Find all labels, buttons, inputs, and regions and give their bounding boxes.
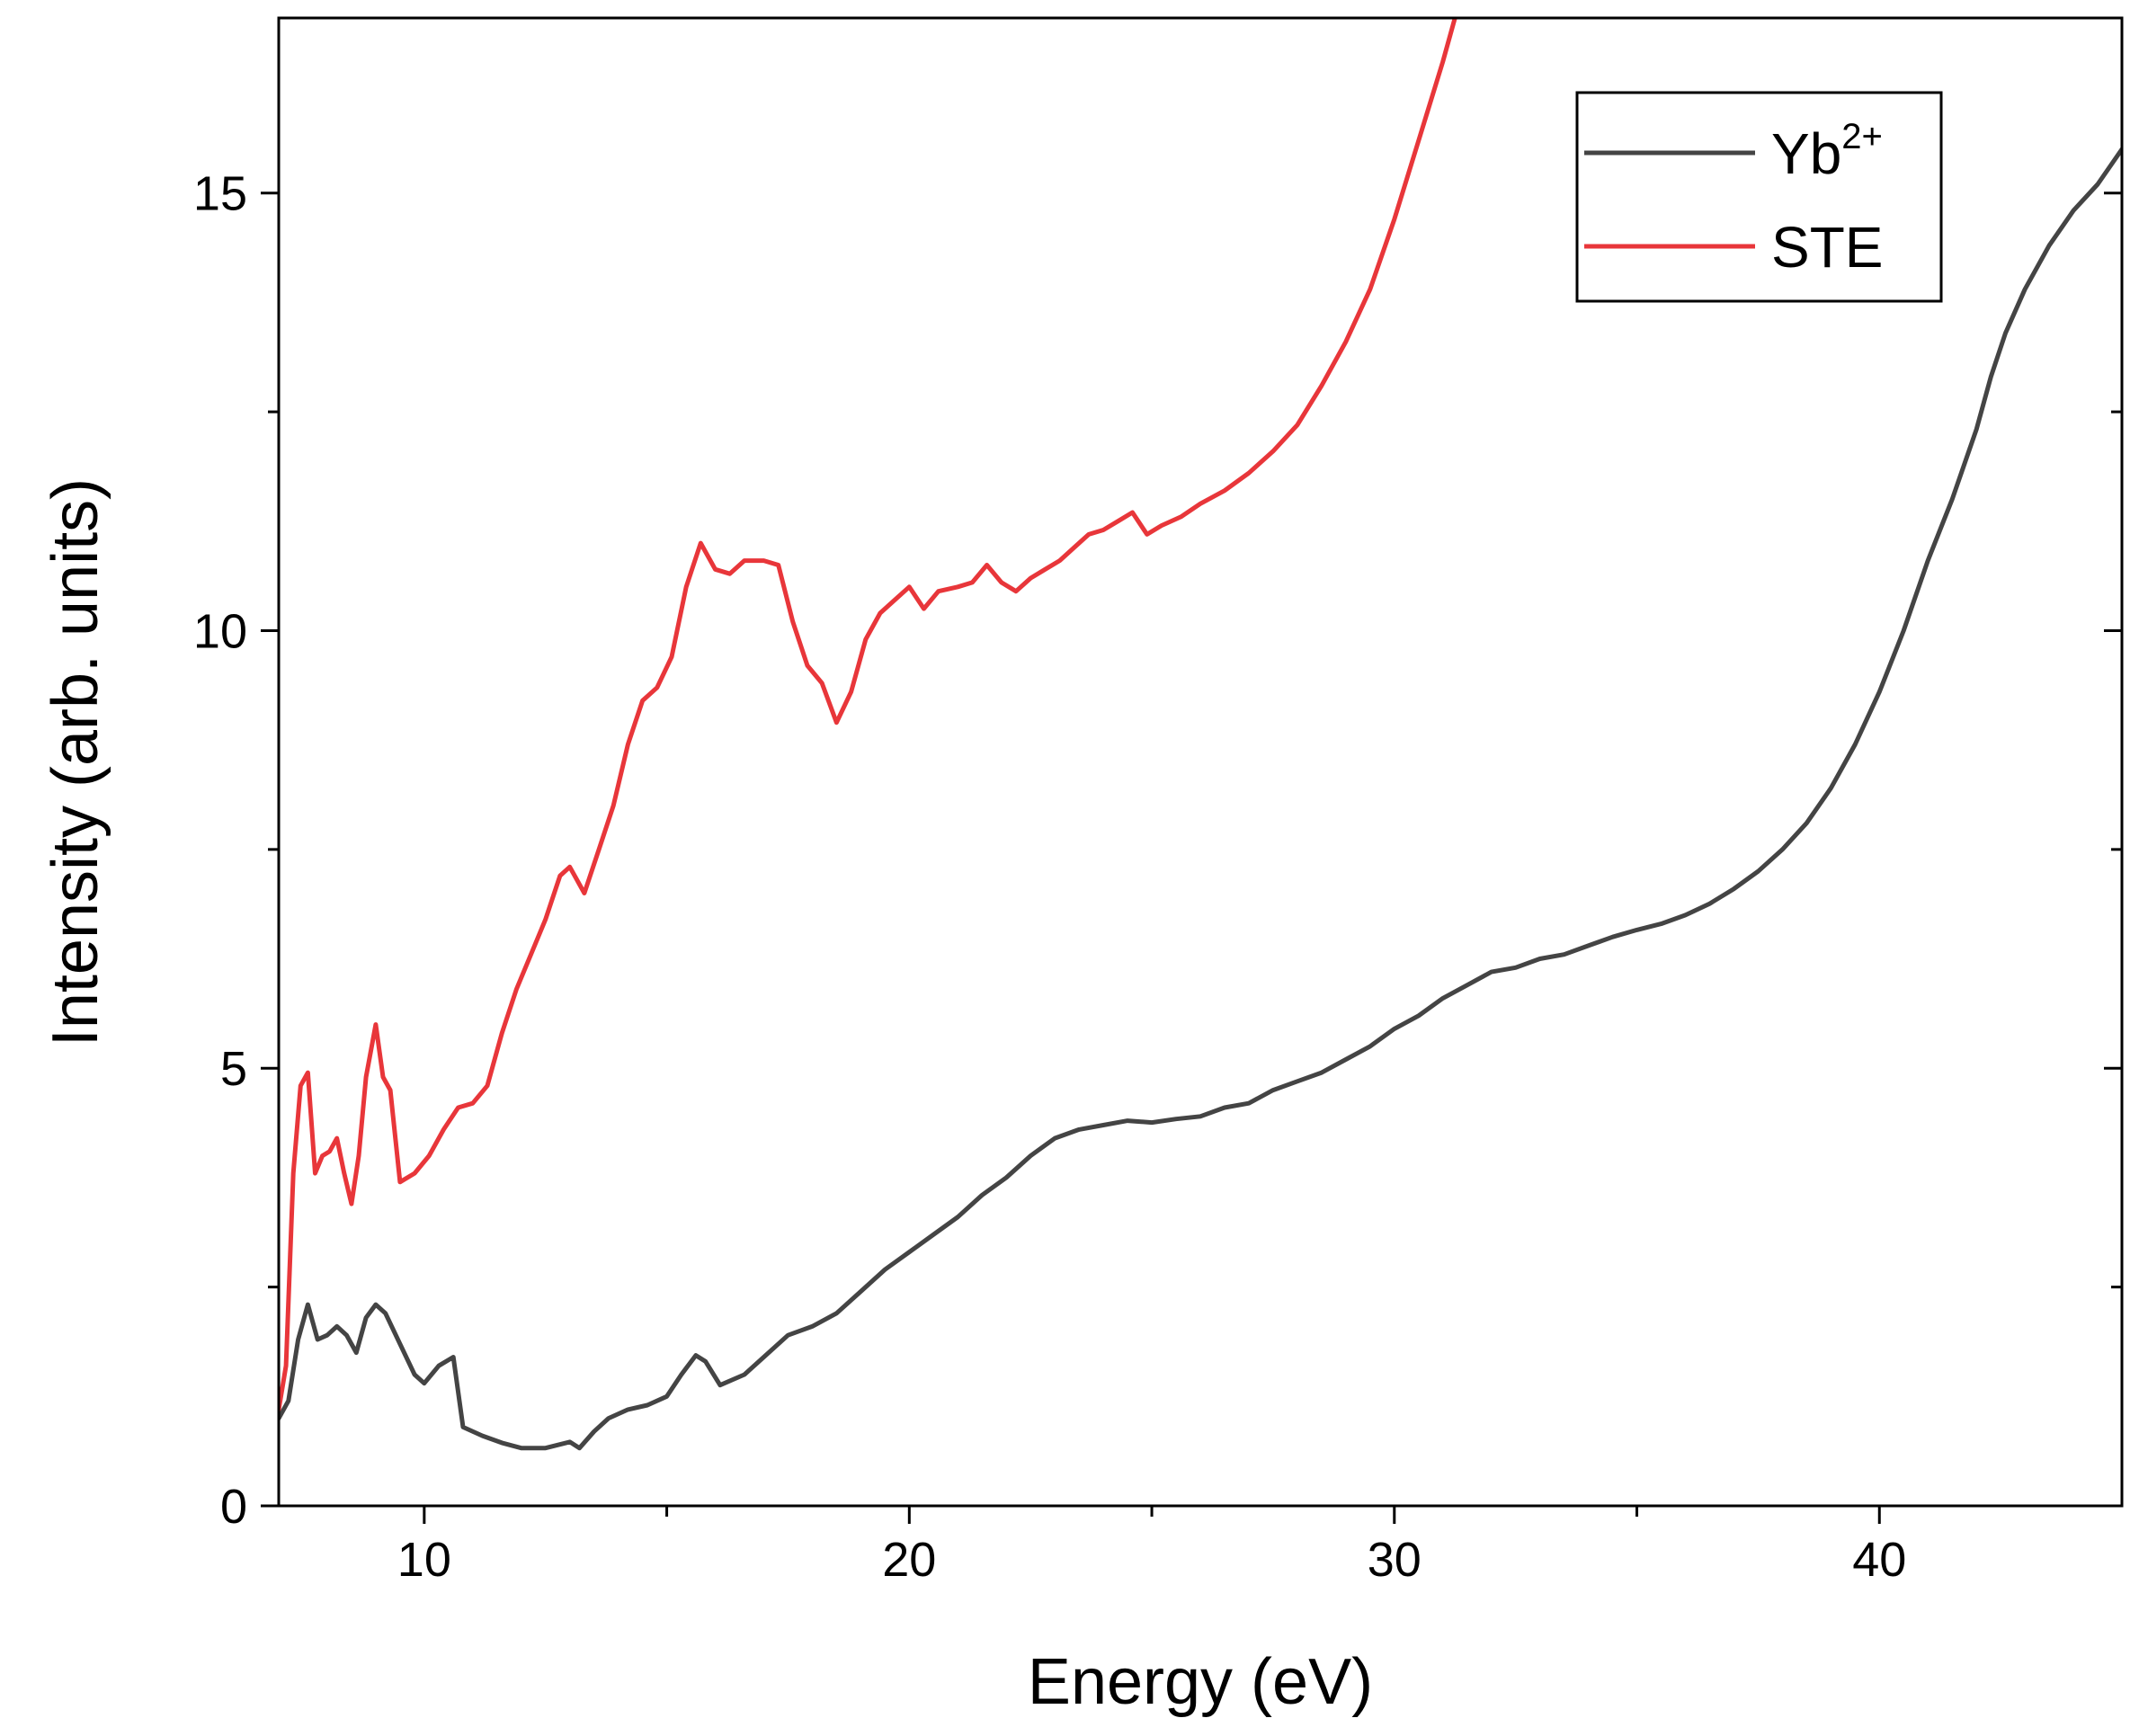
legend-label-ste: STE	[1771, 215, 1883, 280]
y-tick-label: 10	[193, 604, 247, 658]
x-tick-label: 40	[1852, 1533, 1906, 1587]
y-tick-label: 15	[193, 167, 247, 221]
x-tick-label: 30	[1368, 1533, 1422, 1587]
legend-label-yb-base: Yb	[1771, 121, 1841, 186]
legend-label-yb: Yb2+	[1771, 117, 1883, 186]
x-axis-title: Energy (eV)	[1028, 1646, 1373, 1718]
y-axis-title: Intensity (arb. units)	[40, 478, 111, 1046]
series-layer	[279, 18, 2122, 1451]
plot-frame	[277, 16, 2124, 1508]
x-tick-label: 20	[882, 1533, 936, 1587]
y-tick-label: 5	[220, 1042, 247, 1096]
ticks-layer: 10 20 30 40 0 5 10 15	[193, 167, 2122, 1587]
series-line-ste	[279, 18, 1457, 1412]
legend-label-yb-sup: 2+	[1841, 117, 1883, 156]
series-line-yb	[279, 147, 2122, 1451]
x-tick-label: 10	[397, 1533, 451, 1587]
legend-box	[1575, 91, 1943, 303]
y-tick-label: 0	[220, 1480, 247, 1534]
legend: Yb2+ STE	[1575, 91, 1943, 303]
plot-area: 10 20 30 40 0 5 10 15	[193, 16, 2124, 1587]
